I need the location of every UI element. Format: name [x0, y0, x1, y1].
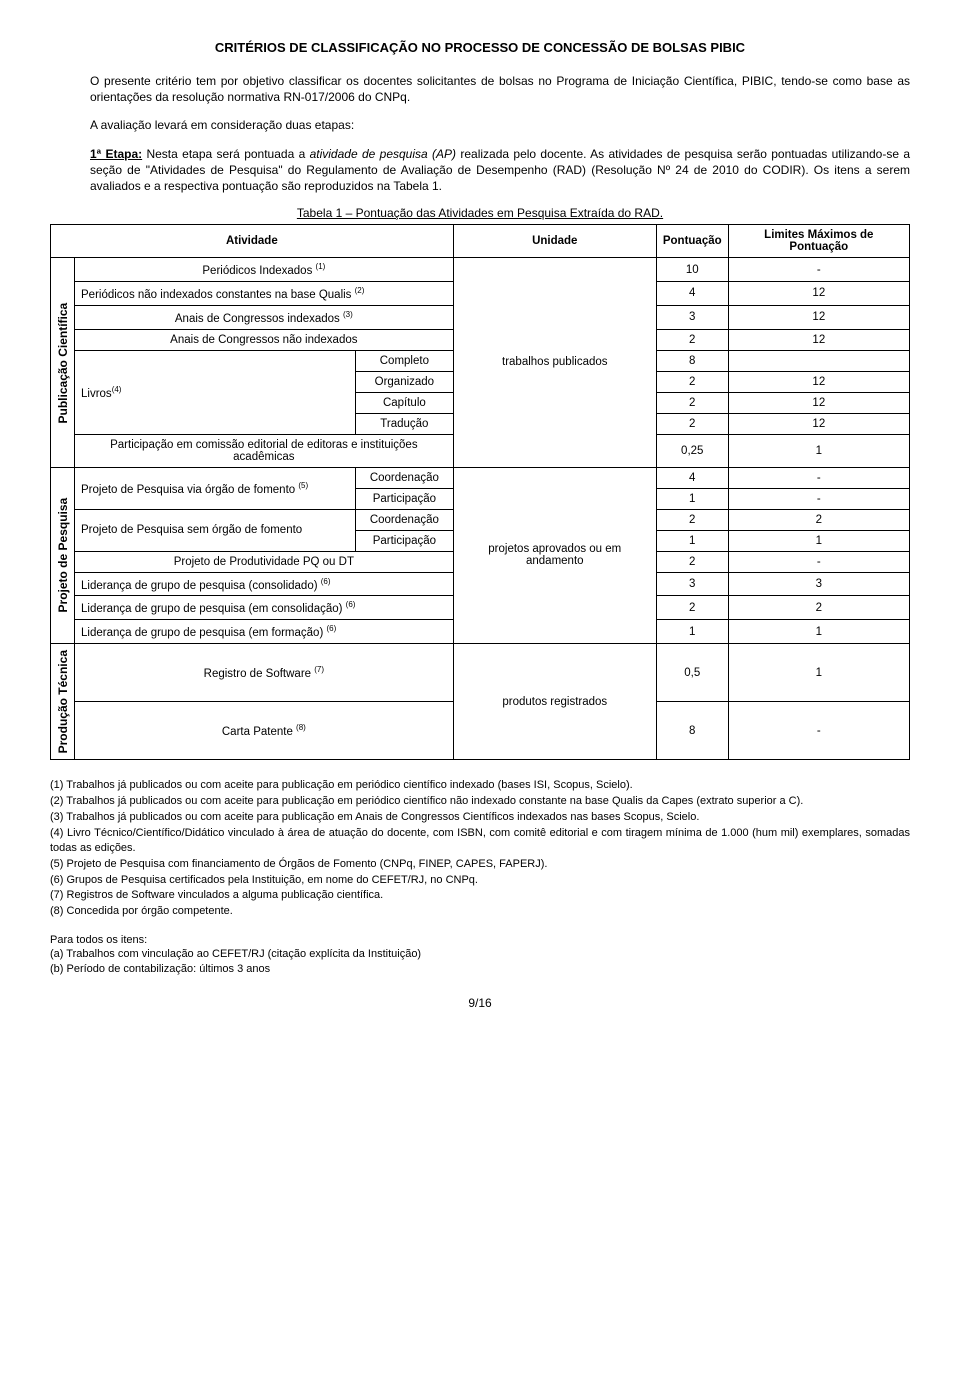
- cell: -: [728, 702, 909, 760]
- cell: 1: [656, 620, 728, 644]
- cell: 2: [728, 596, 909, 620]
- cell: 12: [728, 392, 909, 413]
- cell: -: [728, 467, 909, 488]
- cell: 2: [656, 371, 728, 392]
- cell-unidade: produtos registrados: [453, 644, 656, 760]
- cell: 12: [728, 305, 909, 329]
- etapa1-italic: atividade de pesquisa (AP): [310, 147, 456, 161]
- col-pontuacao: Pontuação: [656, 225, 728, 258]
- cell: Completo: [356, 350, 454, 371]
- cell: 2: [656, 509, 728, 530]
- cell: 8: [656, 350, 728, 371]
- etapa1-label: 1ª Etapa:: [90, 147, 142, 161]
- cell: Projeto de Pesquisa sem órgão de fomento: [75, 509, 356, 551]
- cell: Participação em comissão editorial de ed…: [75, 434, 454, 467]
- cell: 3: [656, 572, 728, 596]
- intro-paragraph-2: A avaliação levará em consideração duas …: [90, 117, 910, 133]
- cell: -: [728, 488, 909, 509]
- table-caption: Tabela 1 – Pontuação das Atividades em P…: [50, 206, 910, 220]
- cell: 0,5: [656, 644, 728, 702]
- etapa1-text1: Nesta etapa será pontuada a: [142, 147, 309, 161]
- cell: 1: [728, 530, 909, 551]
- cell: 8: [656, 702, 728, 760]
- cell: 4: [656, 281, 728, 305]
- cell: Liderança de grupo de pesquisa (em forma…: [75, 620, 454, 644]
- cell: 2: [656, 551, 728, 572]
- pontuacao-table: Atividade Unidade Pontuação Limites Máxi…: [50, 224, 910, 760]
- all-items-a: (a) Trabalhos com vinculação ao CEFET/RJ…: [50, 947, 910, 961]
- cell: 12: [728, 413, 909, 434]
- cell: 12: [728, 281, 909, 305]
- cell: 3: [656, 305, 728, 329]
- all-items-title: Para todos os itens:: [50, 933, 910, 947]
- table-row: Produção Técnica Registro de Software (7…: [51, 644, 910, 702]
- cell: -: [728, 551, 909, 572]
- cell: Projeto de Produtividade PQ ou DT: [75, 551, 454, 572]
- note: (1) Trabalhos já publicados ou com aceit…: [50, 778, 910, 793]
- cell: 1: [728, 434, 909, 467]
- section-publicacao: Publicação Científica: [51, 258, 75, 467]
- cell: 1: [728, 620, 909, 644]
- cell: Liderança de grupo de pesquisa (em conso…: [75, 596, 454, 620]
- note: (5) Projeto de Pesquisa com financiament…: [50, 857, 910, 872]
- intro-paragraph: O presente critério tem por objetivo cla…: [90, 73, 910, 105]
- cell: 0,25: [656, 434, 728, 467]
- cell: Periódicos Indexados (1): [75, 258, 454, 282]
- cell: 1: [656, 530, 728, 551]
- all-items-block: Para todos os itens: (a) Trabalhos com v…: [50, 933, 910, 976]
- cell: Liderança de grupo de pesquisa (consolid…: [75, 572, 454, 596]
- cell: Participação: [356, 530, 454, 551]
- cell: Anais de Congressos indexados (3): [75, 305, 454, 329]
- cell: 12: [728, 329, 909, 350]
- cell: [728, 350, 909, 371]
- cell: 3: [728, 572, 909, 596]
- section-projeto: Projeto de Pesquisa: [51, 467, 75, 643]
- col-atividade: Atividade: [51, 225, 454, 258]
- cell: 12: [728, 371, 909, 392]
- etapa1-paragraph: 1ª Etapa: Nesta etapa será pontuada a at…: [90, 146, 910, 195]
- cell-unidade: projetos aprovados ou em andamento: [453, 467, 656, 643]
- cell: 4: [656, 467, 728, 488]
- cell: 2: [656, 413, 728, 434]
- note: (2) Trabalhos já publicados ou com aceit…: [50, 794, 910, 809]
- cell: 2: [656, 329, 728, 350]
- cell: 1: [728, 644, 909, 702]
- cell: Projeto de Pesquisa via órgão de fomento…: [75, 467, 356, 509]
- all-items-b: (b) Período de contabilização: últimos 3…: [50, 962, 910, 976]
- cell-livros: Livros(4): [75, 350, 356, 434]
- col-unidade: Unidade: [453, 225, 656, 258]
- table-row: Projeto de Pesquisa Projeto de Pesquisa …: [51, 467, 910, 488]
- cell: Carta Patente (8): [75, 702, 454, 760]
- cell: Capítulo: [356, 392, 454, 413]
- cell: Registro de Software (7): [75, 644, 454, 702]
- cell: 2: [656, 596, 728, 620]
- cell: 2: [728, 509, 909, 530]
- col-limites: Limites Máximos de Pontuação: [728, 225, 909, 258]
- cell: 1: [656, 488, 728, 509]
- cell: -: [728, 258, 909, 282]
- cell: 10: [656, 258, 728, 282]
- cell: Participação: [356, 488, 454, 509]
- note: (8) Concedida por órgão competente.: [50, 904, 910, 919]
- cell: Tradução: [356, 413, 454, 434]
- page-title: CRITÉRIOS DE CLASSIFICAÇÃO NO PROCESSO D…: [50, 40, 910, 55]
- note: (4) Livro Técnico/Científico/Didático vi…: [50, 826, 910, 856]
- cell: Organizado: [356, 371, 454, 392]
- section-producao: Produção Técnica: [51, 644, 75, 760]
- cell: Periódicos não indexados constantes na b…: [75, 281, 454, 305]
- page-number: 9/16: [50, 996, 910, 1010]
- footnotes: (1) Trabalhos já publicados ou com aceit…: [50, 778, 910, 919]
- cell-unidade: trabalhos publicados: [453, 258, 656, 467]
- note: (6) Grupos de Pesquisa certificados pela…: [50, 873, 910, 888]
- cell: Anais de Congressos não indexados: [75, 329, 454, 350]
- cell: Coordenação: [356, 467, 454, 488]
- cell: Coordenação: [356, 509, 454, 530]
- cell: 2: [656, 392, 728, 413]
- note: (3) Trabalhos já publicados ou com aceit…: [50, 810, 910, 825]
- table-header-row: Atividade Unidade Pontuação Limites Máxi…: [51, 225, 910, 258]
- note: (7) Registros de Software vinculados a a…: [50, 888, 910, 903]
- table-row: Publicação Científica Periódicos Indexad…: [51, 258, 910, 282]
